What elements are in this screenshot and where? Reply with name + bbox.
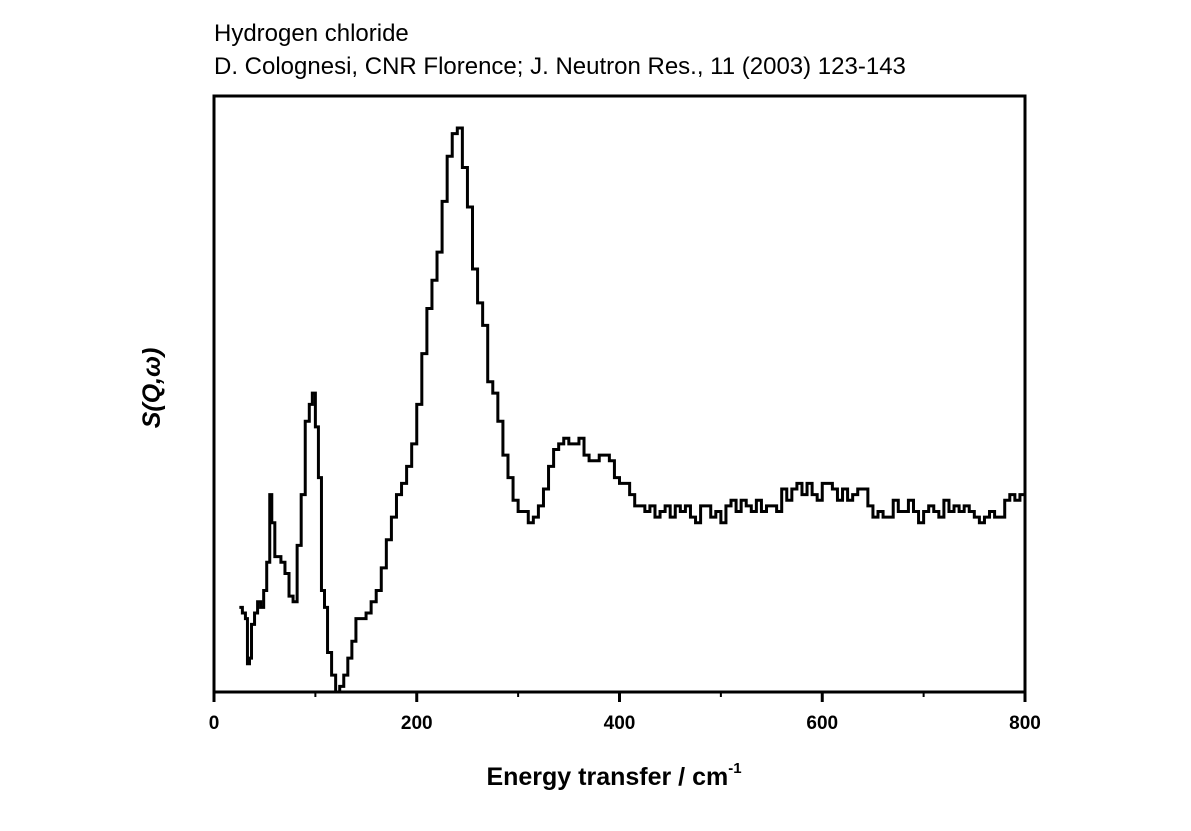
x-axis-label: Energy transfer / cm-1 (486, 760, 741, 791)
plot-frame (212, 94, 1027, 694)
x-tick-label: 800 (1009, 713, 1041, 734)
y-axis-label: S(Q,ω) (138, 348, 166, 429)
x-tick-label: 200 (401, 713, 433, 734)
x-tick-label: 600 (806, 713, 838, 734)
x-axis: 0 200 400 600 800 (209, 692, 1041, 734)
series-line-0 (239, 126, 1027, 694)
chart-title: Hydrogen chloride (214, 20, 409, 47)
x-tick-label: 400 (604, 713, 636, 734)
x-tick-label: 0 (209, 713, 220, 734)
chart-subtitle: D. Colognesi, CNR Florence; J. Neutron R… (214, 53, 906, 80)
